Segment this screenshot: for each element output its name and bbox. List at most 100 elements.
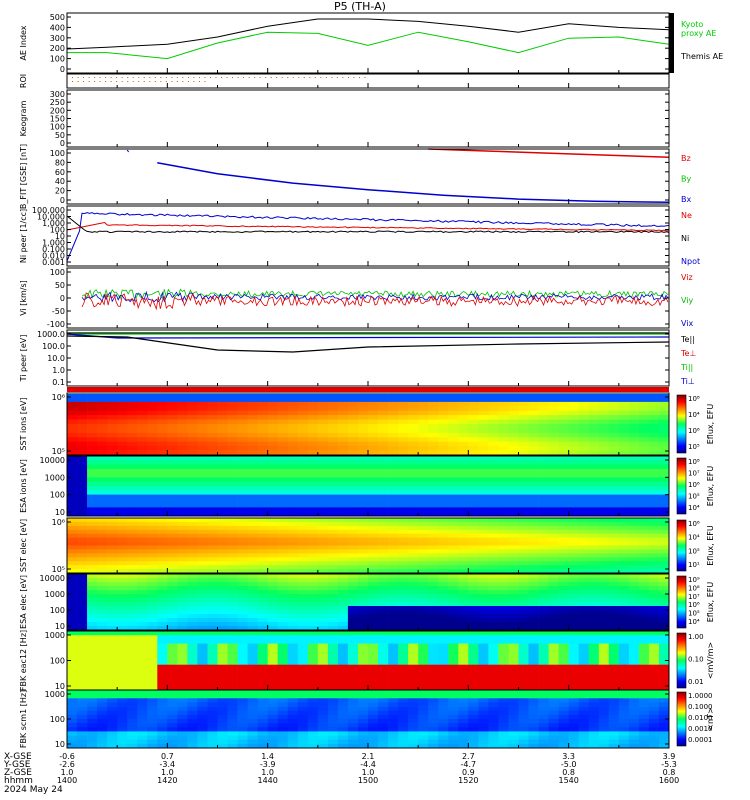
fbk-b-cell (207, 743, 218, 749)
esa-ion-cell (107, 456, 118, 461)
fbk-b-cell (468, 698, 479, 703)
esa-ion-cell (659, 494, 670, 500)
sst-ion-cell (548, 397, 559, 403)
sst-ion-cell (598, 450, 610, 456)
esa-elec-cell (528, 626, 539, 631)
sst-elec-cell (107, 569, 118, 574)
esa-elec-cell (458, 578, 469, 583)
esa-elec-cell (107, 618, 118, 623)
sst-elec-cell (137, 557, 148, 562)
fbk-b-cell (418, 694, 429, 699)
sst-ion-cell (398, 415, 409, 420)
esa-elec-cell (227, 598, 238, 603)
sst-ion-cell (478, 397, 489, 403)
fbk-e-cell (247, 673, 258, 678)
sst-elec-cell (77, 521, 88, 527)
esa-elec-cell (368, 582, 379, 587)
fbk-e-cell (508, 643, 519, 649)
esa-elec-cell (67, 582, 78, 587)
esa-ion-cell (187, 464, 198, 470)
sst-elec-cell (578, 557, 590, 562)
esa-ion-cell (398, 503, 409, 508)
sst-elec-cell (508, 525, 519, 531)
esa-elec-cell (578, 626, 590, 631)
sst-elec-cell (247, 545, 258, 550)
esa-elec-cell (508, 622, 519, 627)
fbk-e-cell (388, 668, 399, 674)
esa-elec-cell (257, 574, 268, 579)
fbk-b-cell (418, 735, 429, 741)
fbk-e-cell (107, 656, 118, 661)
esa-elec-cell (297, 598, 309, 603)
esa-ion-cell (368, 473, 379, 478)
esa-ion-cell (287, 486, 299, 491)
sst-elec-cell (528, 529, 539, 535)
sst-ion-cell (608, 432, 620, 438)
sst-elec-cell (548, 529, 559, 535)
esa-ion-cell (408, 507, 419, 513)
esa-ion-cell (378, 456, 389, 461)
fbk-e-cell (117, 685, 128, 691)
esa-ion-cell (398, 507, 409, 513)
sst-ion-cell (117, 401, 128, 407)
esa-ion-cell (127, 477, 138, 483)
fbk-b-cell (107, 694, 118, 699)
esa-ion-cell (77, 490, 88, 495)
esa-elec-cell (578, 598, 590, 603)
sst-elec-cell (558, 565, 569, 570)
esa-elec-cell (297, 594, 309, 599)
esa-ion-cell (558, 460, 569, 465)
sst-ion-cell (347, 424, 359, 429)
esa-ion-cell (408, 468, 419, 474)
esa-elec-cell (598, 574, 610, 579)
sst-elec-cell (398, 553, 409, 558)
esa-ion-cell (257, 486, 268, 491)
sst-ion-cell (317, 428, 329, 434)
sst-ion-cell (598, 446, 610, 451)
esa-elec-cell (528, 574, 539, 579)
esa-ion-cell (478, 456, 489, 461)
fbk-b-cell (67, 731, 78, 736)
fbk-e-cell (67, 656, 78, 661)
fbk-e-cell (518, 631, 529, 636)
fbk-e-cell (659, 664, 670, 670)
esa-elec-cell (267, 622, 279, 627)
fbk-e-cell (107, 647, 118, 653)
fbk-e-cell (107, 643, 118, 649)
fbk-e-cell (358, 685, 369, 691)
esa-ion-cell (468, 503, 479, 508)
fbk-e-cell (77, 643, 88, 649)
esa-elec-cell (448, 606, 459, 611)
esa-ion-cell (518, 481, 529, 487)
sst-ion-cell (87, 393, 98, 398)
esa-ion-cell (167, 468, 178, 474)
sst-elec-cell (317, 537, 329, 542)
sst-elec-cell (508, 565, 519, 570)
temp-ti-perp-line (66, 333, 670, 339)
sst-ion-cell (237, 428, 248, 434)
esa-elec-cell (608, 602, 620, 607)
sst-elec-cell (598, 553, 610, 558)
fbk-b-cell (347, 735, 359, 741)
fbk-e-cell (548, 660, 559, 666)
fbk-e-cell (488, 647, 499, 653)
fbk-e-cell (77, 652, 88, 657)
sst-ion-cell (528, 437, 539, 443)
esa-elec-cell (468, 578, 479, 583)
fbk-b-cell (448, 698, 459, 703)
sst-elec-cell (428, 518, 439, 523)
fbk-e-cell (598, 639, 610, 644)
fbk-e-cell (177, 643, 188, 649)
fbk-b-cell (277, 698, 289, 703)
fbk-b-cell (287, 723, 299, 728)
sst-elec-cell (578, 533, 590, 538)
sst-elec-cell (267, 541, 279, 546)
sst-ion-cell (347, 410, 359, 416)
fbk-e-cell (187, 668, 198, 674)
sst-elec-cell (518, 518, 529, 523)
sst-ion-cell (167, 441, 178, 447)
fbk-e-cell (97, 652, 108, 657)
esa-elec-cell (598, 598, 610, 603)
sst-elec-cell (307, 529, 319, 535)
sst-ion-cell (388, 450, 399, 456)
